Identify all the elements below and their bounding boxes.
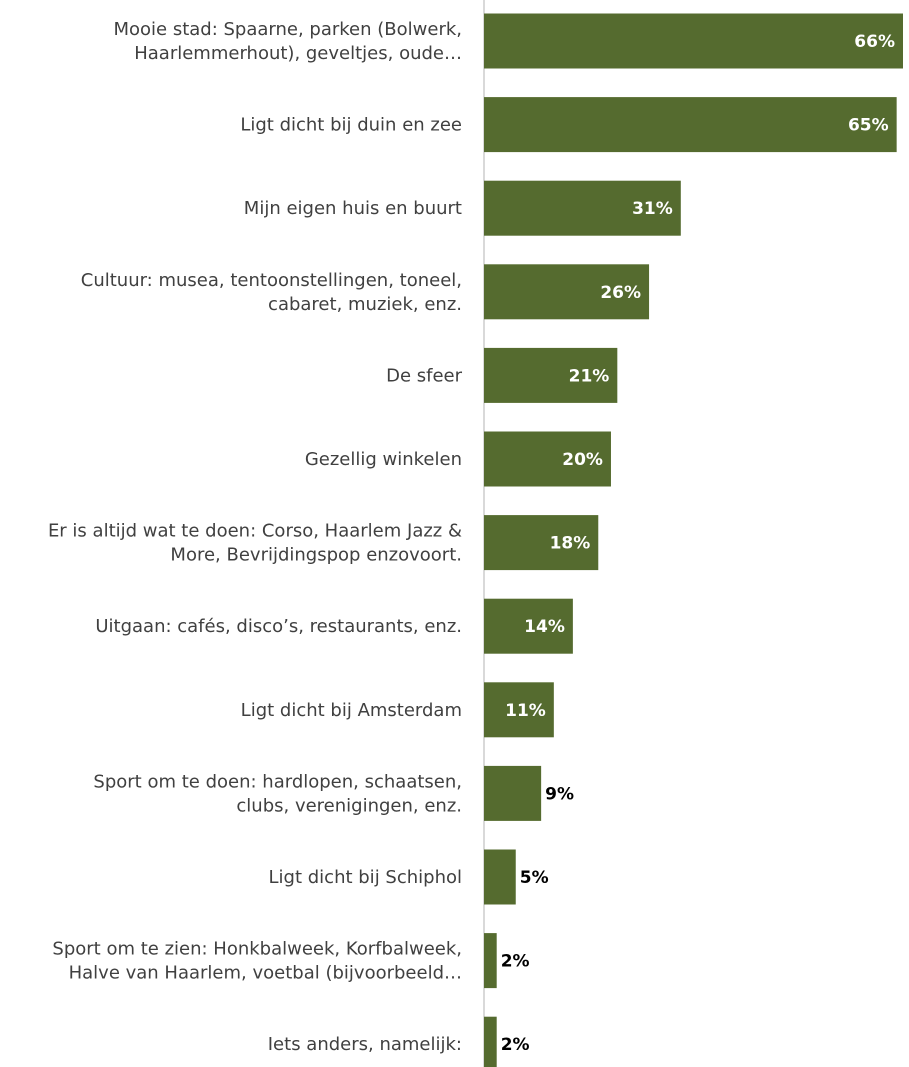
value-label: 66% xyxy=(854,32,895,52)
bar xyxy=(484,598,573,654)
bar xyxy=(484,13,903,69)
category-label: Er is altijd wat te doen: Corso, Haarlem… xyxy=(48,521,462,566)
category-labels-group: Mooie stad: Spaarne, parken (Bolwerk, Haa… xyxy=(48,19,463,1055)
bar xyxy=(484,933,497,989)
value-label: 20% xyxy=(562,450,603,470)
value-label: 65% xyxy=(848,116,889,136)
category-label: Iets anders, namelijk: xyxy=(268,1034,462,1055)
bar xyxy=(484,515,599,571)
bar xyxy=(484,431,611,487)
bar xyxy=(484,97,897,153)
value-label: 21% xyxy=(569,366,610,386)
value-label: 11% xyxy=(505,701,546,721)
value-labels-group: 66% 65% 31% 26% 21% 20% 18% 14% 11% 9% 5% 2% 2% xyxy=(501,32,895,1055)
category-label: Cultuur: musea, tentoonstellingen, tonee… xyxy=(81,270,462,315)
bar xyxy=(484,682,554,738)
value-label: 14% xyxy=(524,617,565,637)
bar xyxy=(484,264,650,320)
value-label: 26% xyxy=(600,283,641,303)
category-label: Sport om te doen: hardlopen, schaatsen, c… xyxy=(93,771,462,816)
category-label: Sport om te zien: Honkbalweek, Korfbalwe… xyxy=(52,939,462,984)
value-label: 2% xyxy=(501,952,530,972)
bar xyxy=(484,849,516,905)
value-label: 18% xyxy=(550,534,591,554)
category-label: Ligt dicht bij duin en zee xyxy=(240,115,462,136)
value-label: 9% xyxy=(545,784,574,804)
category-label: Mijn eigen huis en buurt xyxy=(244,198,462,219)
category-label: Gezellig winkelen xyxy=(305,449,462,470)
category-label: Ligt dicht bij Amsterdam xyxy=(241,700,462,721)
category-label: Ligt dicht bij Schiphol xyxy=(269,867,462,888)
bars-group xyxy=(484,13,903,1067)
bar xyxy=(484,347,618,403)
value-label: 5% xyxy=(520,868,549,888)
value-label: 2% xyxy=(501,1035,530,1055)
category-label: De sfeer xyxy=(386,365,463,386)
value-label: 31% xyxy=(632,199,673,219)
bar xyxy=(484,765,542,821)
bar xyxy=(484,1016,497,1067)
bar xyxy=(484,180,681,236)
category-label: Uitgaan: cafés, disco’s, restaurants, en… xyxy=(95,616,462,637)
category-label: Mooie stad: Spaarne, parken (Bolwerk, Haa… xyxy=(113,19,462,64)
